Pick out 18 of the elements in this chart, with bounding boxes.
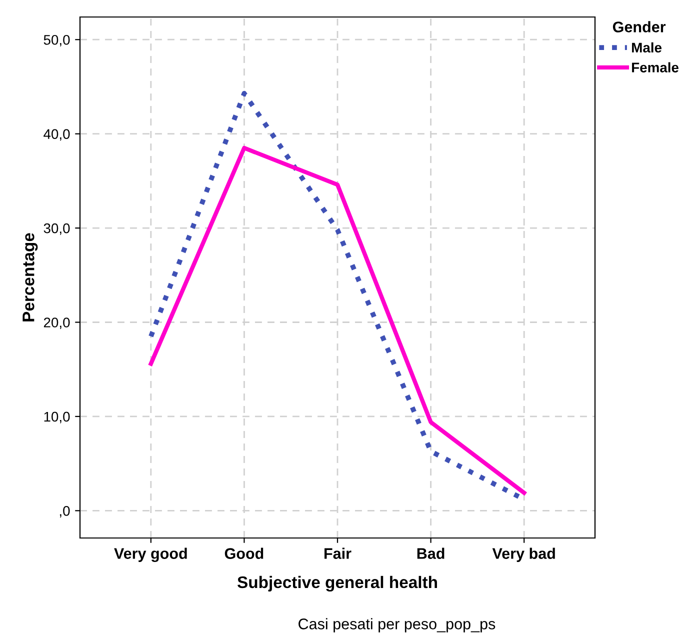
x-tick-label: Good: [224, 548, 264, 559]
y-tick-label: 30,0: [44, 223, 70, 235]
legend-title: Gender: [612, 21, 666, 32]
x-tick-label: Very bad: [492, 548, 555, 562]
x-tick-label: Fair: [324, 548, 352, 559]
y-tick-label: 40,0: [44, 129, 70, 141]
y-axis-title: Percentage: [22, 233, 38, 322]
x-axis-title: Subjective general health: [237, 576, 437, 592]
y-tick-label: 50,0: [44, 34, 70, 46]
text: Casi pesati per peso_pop_ps: [298, 618, 496, 632]
line-series: [148, 146, 526, 495]
x-tick-label: Bad: [417, 548, 444, 559]
x-tick-label: Very good: [114, 548, 187, 562]
y-tick-label: ,0: [60, 506, 70, 518]
legend-label: Female: [632, 62, 678, 72]
y-tick-label: 20,0: [44, 318, 70, 330]
y-tick-label: 10,0: [44, 412, 70, 424]
legend-label: Male: [632, 42, 662, 53]
